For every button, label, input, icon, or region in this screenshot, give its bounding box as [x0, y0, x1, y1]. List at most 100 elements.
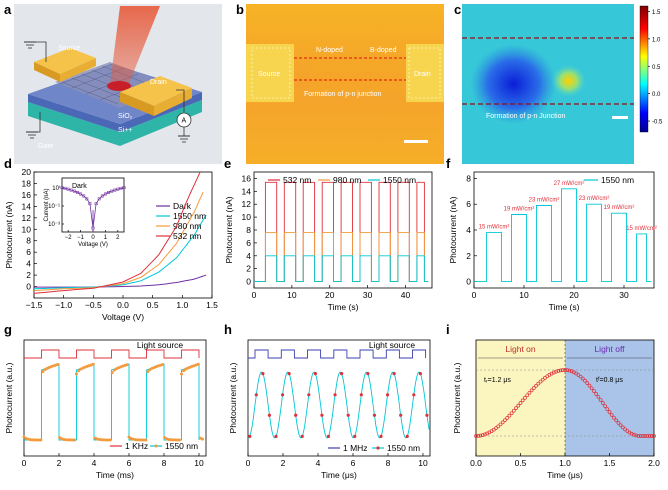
e-y-tick-label: 2	[246, 264, 251, 274]
g-x-tick-label: 4	[92, 458, 97, 468]
d-y-tick-label: 18	[22, 178, 32, 188]
d-inset-marker	[76, 190, 79, 194]
ammeter-label: A	[182, 118, 187, 125]
i-response-marker	[476, 434, 481, 438]
g-response-marker	[33, 438, 36, 442]
d-inset-marker	[69, 188, 73, 192]
drain-pad	[406, 44, 444, 102]
colorbar-tick-label: 1.0	[652, 37, 661, 43]
h-response-marker	[366, 372, 370, 376]
g-response-marker	[171, 438, 175, 442]
i-response-marker	[634, 433, 639, 438]
i-response-marker	[509, 411, 514, 416]
d-inset-marker	[113, 188, 117, 192]
panel-label-d: d	[4, 156, 12, 171]
g-response-marker	[177, 438, 181, 442]
e-xlabel: Time (s)	[328, 302, 359, 312]
e-legend-label: 1550 nm	[383, 175, 416, 185]
i-ylabel: Photocurrent (a.u.)	[452, 362, 462, 433]
i-response-marker	[478, 433, 483, 438]
d-x-tick-label: 1.5	[206, 300, 218, 310]
drain-electrode	[120, 76, 192, 106]
panel-label-b: b	[236, 2, 244, 17]
i-response-marker	[636, 434, 641, 438]
d-inset-xtick-label: −1	[77, 235, 85, 241]
laser-spot	[107, 81, 131, 91]
h-legend-marker-2	[376, 446, 380, 450]
h-response-marker	[353, 434, 357, 438]
f-series-line	[474, 188, 652, 283]
g-response-marker	[56, 362, 60, 366]
f-y-tick-label: 2	[466, 251, 471, 261]
d-legend-label: 980 nm	[173, 221, 201, 231]
colorbar	[639, 5, 649, 133]
sio2-label: SiO₂	[118, 113, 133, 120]
g-response-marker	[70, 438, 74, 442]
i-response-marker	[483, 432, 487, 437]
g-xlabel: Time (ms)	[96, 470, 134, 480]
f-y-tick-label: 4	[466, 225, 471, 235]
e-series-line	[254, 255, 429, 283]
d-x-tick-label: −1.5	[26, 300, 43, 310]
d-inset-xtick-label: −2	[65, 235, 73, 241]
i-response-marker	[494, 426, 498, 430]
i-response-marker	[576, 373, 581, 377]
d-inset-xlabel: Voltage (V)	[78, 242, 108, 248]
d-inset-ytick-label: 10ⁱ	[52, 184, 60, 192]
i-x-tick-label: 1.5	[604, 458, 616, 468]
h-response-marker	[392, 372, 396, 376]
h-x-tick-label: 6	[351, 458, 356, 468]
d-x-tick-label: 1.0	[176, 300, 188, 310]
d-legend-label: 1550 nm	[173, 211, 206, 221]
g-ylabel: Photocurrent (a.u.)	[4, 362, 14, 433]
d-inset-marker	[110, 189, 114, 193]
i-x-tick-label: 0.5	[515, 458, 527, 468]
g-response-marker	[91, 362, 95, 366]
g-response-marker	[201, 437, 204, 441]
i-response-marker	[580, 376, 585, 381]
g-response-marker	[41, 370, 45, 374]
i-x-tick-label: 0.0	[470, 458, 482, 468]
d-inset-marker	[116, 187, 120, 191]
e-frame	[253, 171, 433, 289]
d-inset-marker	[103, 192, 107, 196]
h-response-marker	[248, 434, 252, 438]
f-y-tick-label: 8	[466, 173, 471, 183]
h-x-tick-label: 10	[418, 458, 428, 468]
colorbar-tick-label: 1.5	[652, 10, 661, 16]
d-inset-marker	[107, 190, 110, 194]
panel-label-h: h	[224, 322, 232, 337]
i-response-marker	[554, 369, 558, 374]
chart-f: 0 10 20 30 0 2 4 6 8 Time (s) Photocurrent (nA) 15 …	[448, 171, 657, 312]
b-ndoped-label: N-doped	[316, 47, 343, 54]
d-inset-xtick-label: 1	[104, 235, 108, 241]
g-response-marker	[140, 438, 144, 442]
d-y-tick-label: 6	[26, 247, 31, 257]
h-response-marker	[418, 372, 422, 376]
g-response-line	[24, 363, 200, 441]
f-xlabel: Time (s)	[549, 302, 580, 312]
d-y-tick-label: 12	[22, 213, 32, 223]
h-response-marker	[326, 434, 331, 438]
i-response-marker	[618, 423, 623, 428]
f-power-label: 15 mW/cm²	[626, 226, 657, 232]
sio2-layer	[28, 92, 202, 132]
i-response-marker	[603, 404, 607, 408]
g-response-marker	[37, 438, 41, 442]
i-response-marker	[565, 368, 570, 372]
h-xlabel: Time (μs)	[321, 470, 357, 480]
h-response-marker	[287, 372, 291, 376]
d-inset-marker	[119, 186, 123, 190]
g-response-marker	[127, 435, 131, 439]
g-response-marker	[144, 438, 148, 442]
i-response-marker	[643, 434, 647, 438]
e-x-tick-label: 10	[287, 290, 297, 300]
f-power-label: 27 mW/cm²	[554, 181, 585, 187]
source-pad	[246, 44, 294, 102]
i-response-marker	[527, 390, 532, 395]
i-response-marker	[474, 434, 478, 438]
i-response-marker	[498, 422, 503, 427]
d-y-tick-label: 20	[22, 167, 32, 177]
h-response-line	[248, 371, 430, 439]
panel-label-g: g	[4, 322, 12, 337]
